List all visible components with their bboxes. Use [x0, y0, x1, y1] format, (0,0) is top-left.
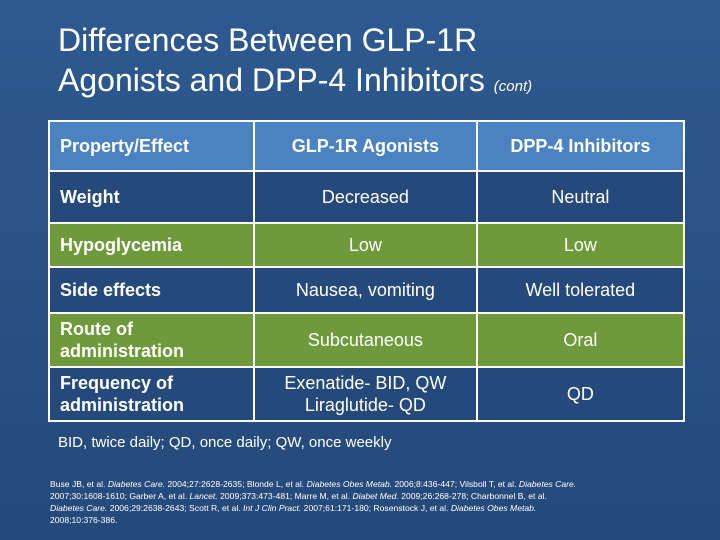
- row-frequency-glp1-line1: Exenatide- BID, QW: [284, 373, 447, 393]
- row-frequency-glp1-line2: Liraglutide- QD: [304, 395, 426, 415]
- row-side-effects-dpp4: Well tolerated: [475, 266, 686, 314]
- references: Buse JB, et al. Diabetes Care. 2004;27:2…: [50, 478, 580, 526]
- header-glp1: GLP-1R Agonists: [253, 120, 478, 172]
- title-suffix: (cont): [493, 78, 533, 95]
- ref-journal: Diabetes Care.: [107, 479, 166, 489]
- ref-journal: Diabetes Obes Metab.: [450, 503, 537, 513]
- ref-text: 2008;10:376-386.: [50, 515, 118, 525]
- row-hypoglycemia-label: Hypoglycemia: [47, 222, 256, 268]
- row-frequency-label-line1: Frequency of: [60, 373, 174, 393]
- slide-title: Differences Between GLP-1R Agonists and …: [58, 20, 698, 107]
- ref-journal: Diabetes Care.: [50, 503, 108, 513]
- row-route-label: Route of administration: [47, 312, 256, 368]
- row-route-glp1: Subcutaneous: [253, 312, 478, 368]
- table-header-row: Property/Effect GLP-1R Agonists DPP-4 In…: [47, 120, 686, 172]
- ref-journal: Int J Clin Pract.: [243, 503, 302, 513]
- ref-journal: Lancet.: [189, 491, 218, 501]
- row-hypoglycemia-glp1: Low: [253, 222, 478, 268]
- ref-text: Buse JB, et al.: [50, 479, 108, 489]
- ref-text: 2007;61:171-180; Rosenstock J, et al.: [301, 503, 451, 513]
- row-frequency-glp1: Exenatide- BID, QW Liraglutide- QD: [253, 366, 478, 422]
- ref-text: 2009;26:268-278; Charbonnel B, et al.: [398, 491, 547, 501]
- row-route-label-line1: Route of: [60, 319, 133, 339]
- header-property: Property/Effect: [47, 120, 256, 172]
- row-route-dpp4: Oral: [475, 312, 686, 368]
- table-row: Frequency of administration Exenatide- B…: [47, 366, 686, 422]
- row-frequency-dpp4: QD: [475, 366, 686, 422]
- header-dpp4: DPP-4 Inhibitors: [475, 120, 686, 172]
- row-side-effects-label: Side effects: [47, 266, 256, 314]
- comparison-table: Property/Effect GLP-1R Agonists DPP-4 In…: [47, 120, 686, 422]
- row-route-label-line2: administration: [60, 341, 185, 361]
- table-row: Weight Decreased Neutral: [47, 170, 686, 224]
- row-weight-dpp4: Neutral: [475, 170, 686, 224]
- row-side-effects-glp1: Nausea, vomiting: [253, 266, 478, 314]
- row-hypoglycemia-dpp4: Low: [475, 222, 686, 268]
- row-frequency-label: Frequency of administration: [47, 366, 256, 422]
- abbreviations-footnote: BID, twice daily; QD, once daily; QW, on…: [58, 434, 392, 451]
- title-line-1: Differences Between GLP-1R: [58, 22, 478, 58]
- ref-text: 2007;30:1608-1610; Garber A, et al.: [50, 491, 190, 501]
- ref-journal: Diabetes Care.: [518, 479, 577, 489]
- row-weight-glp1: Decreased: [253, 170, 478, 224]
- ref-text: 2004;27:2628-2635; Blonde L, et al.: [165, 479, 307, 489]
- table-row: Route of administration Subcutaneous Ora…: [47, 312, 686, 368]
- ref-text: 2006;29:2638-2643; Scott R, et al.: [107, 503, 244, 513]
- ref-text: 2009;373:473-481; Marre M, et al.: [217, 491, 353, 501]
- ref-journal: Diabet Med.: [352, 491, 399, 501]
- ref-text: 2006;8:436-447; Vilsboll T, et al.: [392, 479, 519, 489]
- row-frequency-label-line2: administration: [60, 395, 185, 415]
- table-row: Hypoglycemia Low Low: [47, 222, 686, 268]
- table-row: Side effects Nausea, vomiting Well toler…: [47, 266, 686, 314]
- row-weight-label: Weight: [47, 170, 256, 224]
- title-line-2: Agonists and DPP-4 Inhibitors: [58, 62, 485, 98]
- ref-journal: Diabetes Obes Metab.: [306, 479, 393, 489]
